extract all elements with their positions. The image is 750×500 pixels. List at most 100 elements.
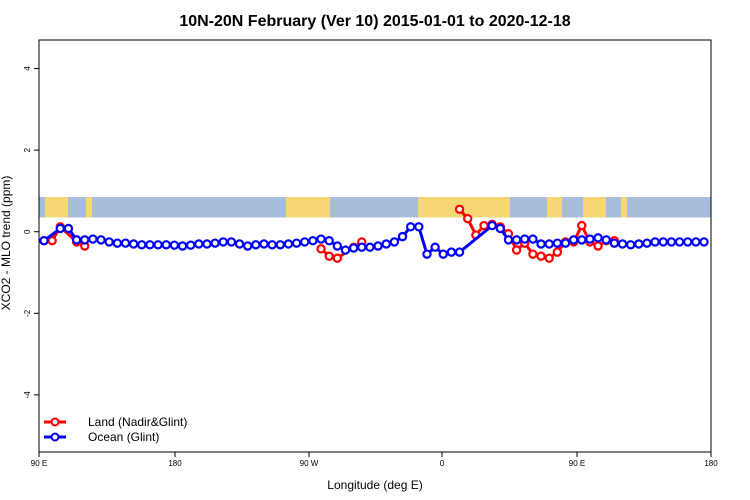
data-point	[153, 240, 163, 250]
data-point	[691, 237, 701, 247]
legend: Land (Nadir&Glint) Ocean (Glint)	[44, 415, 187, 444]
data-point	[552, 247, 563, 257]
data-point	[357, 242, 367, 252]
data-point	[291, 238, 302, 248]
legend-marker-ocean	[50, 432, 60, 442]
data-point	[145, 240, 155, 250]
data-point	[463, 213, 473, 224]
data-point	[88, 234, 98, 244]
data-point	[275, 240, 285, 250]
legend-marker-land	[50, 417, 60, 427]
data-point	[568, 235, 579, 245]
data-point	[577, 220, 587, 231]
data-point	[454, 247, 465, 257]
data-point	[528, 249, 538, 259]
data-point	[234, 239, 245, 249]
x-tick-label: 180	[168, 459, 182, 468]
data-point	[308, 235, 318, 246]
data-point	[609, 238, 620, 248]
data-point	[601, 235, 611, 245]
x-tick-label: 0	[440, 459, 445, 468]
data-point	[699, 237, 709, 247]
data-point	[185, 240, 196, 250]
data-point	[316, 244, 326, 254]
series-ocean	[39, 220, 709, 259]
data-point	[454, 204, 465, 214]
y-tick-label: 0	[23, 229, 32, 234]
map-land-0	[45, 197, 68, 218]
map-land-3	[418, 197, 510, 218]
data-point	[324, 251, 334, 261]
data-point	[373, 241, 383, 251]
data-point	[593, 241, 603, 251]
data-point	[487, 220, 497, 231]
data-point	[267, 240, 277, 250]
data-point	[177, 241, 188, 251]
data-point	[120, 238, 131, 248]
data-point	[479, 220, 489, 231]
chart-title: 10N-20N February (Ver 10) 2015-01-01 to …	[179, 13, 570, 30]
map-ocean	[39, 197, 711, 218]
data-point	[405, 222, 416, 232]
y-axis-label: XCO2 - MLO trend (ppm)	[0, 176, 13, 311]
data-point	[414, 222, 424, 232]
legend-label-ocean: Ocean (Glint)	[88, 430, 159, 444]
y-tick-label: -4	[23, 391, 32, 399]
data-point	[422, 249, 432, 259]
data-point	[520, 234, 530, 244]
data-point	[389, 237, 400, 247]
data-point	[324, 235, 334, 246]
data-point	[243, 241, 253, 251]
y-tick-label: -2	[23, 309, 32, 317]
data-point	[80, 235, 90, 245]
data-point	[430, 242, 440, 252]
data-point	[593, 233, 603, 243]
data-point	[617, 239, 628, 249]
data-point	[503, 235, 514, 245]
data-point	[259, 239, 269, 249]
plot-frame	[38, 39, 712, 453]
data-point	[226, 237, 237, 247]
data-point	[340, 245, 351, 255]
data-point	[658, 237, 668, 247]
y-tick-label: 2	[23, 147, 32, 152]
data-point	[552, 238, 563, 248]
data-point	[39, 235, 49, 246]
background-map	[39, 197, 711, 218]
data-point	[332, 241, 343, 251]
map-land-1	[86, 197, 92, 218]
data-point	[585, 234, 595, 244]
data-point	[544, 239, 554, 249]
data-point	[112, 238, 123, 248]
data-point	[128, 239, 139, 249]
data-point	[161, 240, 171, 250]
axes: 90 E 180 90 W 0 90 E 180 -4 -2 0 2 4	[23, 39, 718, 468]
x-tick-label: 90 W	[300, 459, 319, 468]
data-point	[251, 240, 261, 250]
data-point	[528, 234, 538, 244]
legend-label-land: Land (Nadir&Glint)	[88, 415, 187, 429]
data-point	[316, 234, 326, 244]
data-point	[194, 239, 204, 249]
data-point	[560, 238, 571, 248]
x-tick-label: 90 E	[31, 459, 47, 468]
data-point	[438, 249, 448, 259]
data-point	[283, 239, 294, 249]
data-point	[202, 239, 212, 249]
data-point	[96, 235, 106, 245]
data-point	[511, 245, 522, 255]
data-point	[169, 240, 180, 250]
data-point	[495, 223, 505, 234]
map-land-6	[621, 197, 627, 218]
data-point	[544, 253, 554, 263]
map-land-2	[286, 197, 330, 218]
data-point	[332, 253, 343, 263]
data-point	[397, 231, 408, 242]
data-point	[348, 243, 359, 253]
data-point	[536, 251, 546, 261]
data-point	[218, 237, 228, 247]
data-point	[650, 237, 660, 247]
data-point	[666, 237, 677, 247]
x-axis-label: Longitude (deg E)	[327, 478, 422, 492]
data-point	[642, 238, 652, 248]
